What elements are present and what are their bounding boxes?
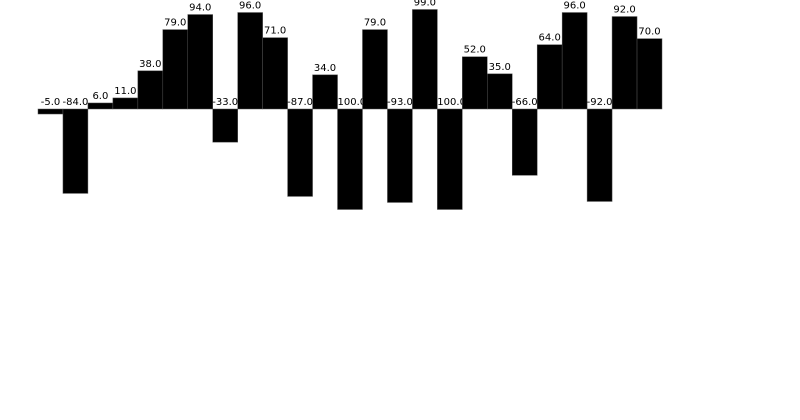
bar bbox=[112, 97, 139, 110]
value-label: 52.0 bbox=[464, 45, 486, 56]
value-label: 79.0 bbox=[164, 18, 186, 29]
bar bbox=[262, 37, 288, 110]
bar bbox=[611, 16, 638, 110]
value-label: -5.0 bbox=[41, 97, 61, 108]
value-label: 96.0 bbox=[239, 1, 261, 12]
bar bbox=[511, 108, 538, 176]
value-label: 79.0 bbox=[364, 18, 386, 29]
bar bbox=[412, 9, 438, 110]
bar bbox=[536, 44, 563, 110]
bar bbox=[586, 108, 613, 202]
bar bbox=[187, 14, 213, 110]
value-label: -87.0 bbox=[287, 97, 313, 108]
value-label: 38.0 bbox=[139, 59, 161, 70]
bar bbox=[437, 108, 463, 210]
value-label: 64.0 bbox=[539, 33, 561, 44]
bar bbox=[237, 12, 263, 110]
value-label: -100.0 bbox=[434, 97, 466, 108]
value-label: -33.0 bbox=[212, 97, 238, 108]
bar bbox=[487, 73, 513, 110]
value-label: 11.0 bbox=[114, 86, 136, 97]
value-label: 96.0 bbox=[564, 1, 586, 12]
value-label: 70.0 bbox=[638, 27, 660, 38]
bar bbox=[37, 108, 64, 115]
bar bbox=[362, 29, 388, 110]
value-label: 99.0 bbox=[414, 0, 436, 9]
value-label: -92.0 bbox=[587, 97, 613, 108]
bar bbox=[561, 12, 588, 110]
value-label: -66.0 bbox=[512, 97, 538, 108]
bar bbox=[212, 108, 238, 143]
value-label: -84.0 bbox=[63, 97, 89, 108]
bar bbox=[636, 38, 663, 110]
bar bbox=[137, 70, 164, 110]
value-label: 34.0 bbox=[314, 63, 336, 74]
value-label: -93.0 bbox=[387, 97, 413, 108]
bar bbox=[387, 108, 413, 203]
value-label: 35.0 bbox=[489, 62, 511, 73]
bar bbox=[287, 108, 313, 197]
bar bbox=[87, 102, 114, 110]
bar bbox=[62, 108, 89, 194]
value-label: 6.0 bbox=[92, 91, 108, 102]
bar bbox=[312, 74, 338, 110]
value-label: 94.0 bbox=[189, 3, 211, 14]
bar bbox=[162, 29, 189, 110]
bar bbox=[337, 108, 363, 210]
value-label: 92.0 bbox=[613, 5, 635, 16]
bar bbox=[462, 56, 488, 110]
value-label: 71.0 bbox=[264, 26, 286, 37]
value-label: -100.0 bbox=[334, 97, 366, 108]
